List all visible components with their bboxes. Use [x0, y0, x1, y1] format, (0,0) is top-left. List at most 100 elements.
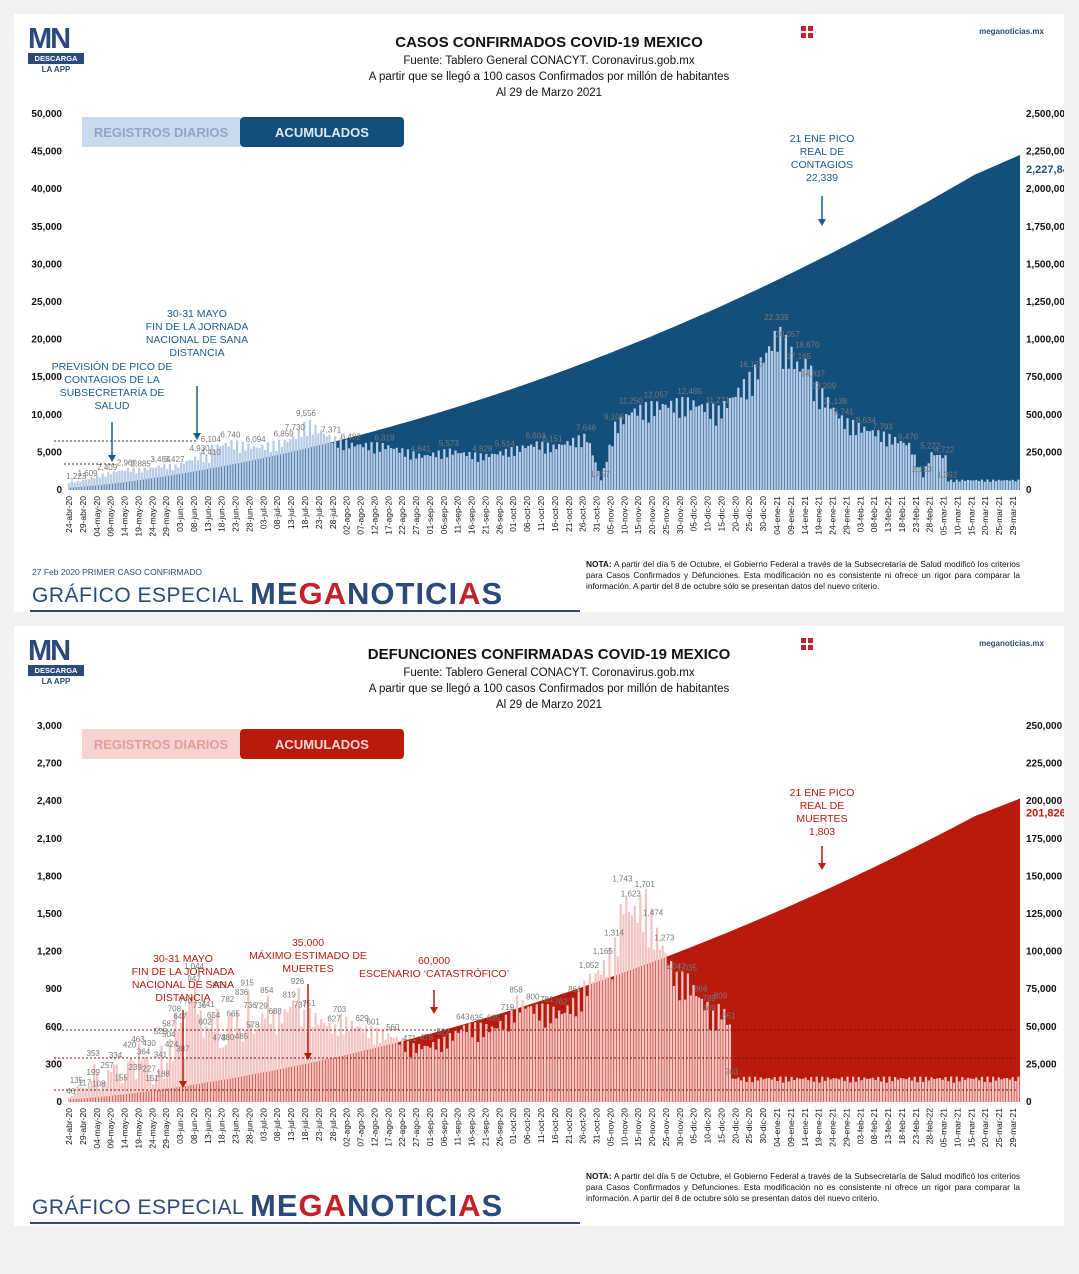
daily-bar	[532, 1013, 536, 1102]
daily-bar	[597, 471, 600, 490]
daily-bar	[129, 1058, 132, 1102]
daily-bar	[485, 1024, 488, 1102]
daily-bar	[406, 449, 410, 490]
daily-value-label: 16,120	[739, 360, 764, 369]
daily-bar	[728, 1024, 732, 1102]
daily-bar	[860, 1080, 863, 1102]
daily-value-label: 6,094	[246, 435, 267, 444]
daily-bar	[821, 388, 824, 490]
x-tick-label: 11-oct-20	[536, 496, 546, 532]
daily-bar	[504, 1014, 508, 1102]
daily-bar	[93, 478, 96, 490]
daily-bar	[689, 995, 692, 1102]
daily-bar	[583, 980, 586, 1102]
daily-bar	[322, 433, 326, 490]
daily-bar	[384, 1039, 387, 1102]
daily-bar	[110, 474, 113, 490]
daily-bar	[448, 448, 452, 490]
toggle-cumulative-button[interactable]: ACUMULADOS	[240, 729, 404, 759]
daily-value-label: 895	[213, 981, 227, 990]
x-tick-label: 03-jun-20	[175, 1108, 185, 1144]
daily-bar	[297, 988, 300, 1102]
daily-bar	[490, 1026, 494, 1102]
daily-bar	[723, 1009, 726, 1102]
daily-bar	[577, 989, 580, 1102]
daily-bar	[894, 437, 897, 490]
daily-bar	[524, 1008, 527, 1102]
chart-source: Fuente: Tablero General CONACYT. Coronav…	[403, 55, 695, 67]
daily-bar	[353, 1028, 356, 1102]
daily-bar	[927, 1080, 930, 1102]
annotation-text: 22,339	[806, 172, 838, 184]
site-url[interactable]: meganoticias.mx	[979, 639, 1044, 648]
site-url[interactable]: meganoticias.mx	[979, 27, 1044, 36]
daily-value-label: 836	[235, 988, 249, 997]
daily-bar	[224, 443, 228, 490]
daily-bar	[980, 1076, 984, 1102]
daily-bar	[255, 1028, 258, 1102]
daily-bar	[989, 481, 992, 490]
toggle-daily-button[interactable]: REGISTROS DIARIOS	[82, 729, 240, 759]
annotation-text: 1,803	[809, 826, 835, 838]
x-tick-label: 16-sep-20	[467, 1108, 477, 1147]
daily-bar	[320, 1019, 323, 1102]
daily-bar	[916, 467, 919, 490]
daily-bar	[681, 396, 684, 490]
daily-bar	[286, 442, 289, 490]
daily-bar	[1017, 1076, 1020, 1102]
daily-bar	[964, 480, 967, 490]
daily-bar	[700, 998, 704, 1102]
daily-bar	[227, 1017, 230, 1102]
daily-bar	[532, 447, 536, 490]
daily-bar	[600, 974, 603, 1102]
daily-bar	[969, 480, 972, 490]
daily-bar	[530, 1006, 533, 1102]
daily-bar	[857, 1076, 860, 1102]
daily-bar	[359, 1026, 362, 1102]
annotation-arrow-head	[193, 433, 201, 440]
toggle-cumulative-button[interactable]: ACUMULADOS	[240, 117, 404, 147]
y-right-tick-label: 0	[1026, 1097, 1032, 1108]
daily-bar	[1003, 480, 1006, 490]
daily-bar	[790, 346, 793, 490]
daily-bar	[250, 448, 253, 490]
daily-bar	[359, 444, 362, 490]
daily-bars	[68, 326, 1020, 490]
x-tick-label: 25-mar-21	[994, 1108, 1004, 1147]
daily-bar	[703, 1010, 706, 1102]
daily-value-label: 635	[487, 1013, 501, 1022]
daily-bar	[502, 1029, 505, 1102]
daily-bar	[658, 950, 662, 1102]
daily-bar	[236, 1011, 239, 1102]
daily-bar	[824, 1080, 827, 1102]
daily-bar	[936, 1078, 939, 1102]
daily-bar	[586, 442, 589, 490]
x-tick-label: 02-ago-20	[342, 496, 352, 535]
daily-bar	[829, 408, 832, 490]
y-right-tick-label: 150,000	[1026, 871, 1063, 882]
daily-bar	[754, 364, 757, 490]
toggle-daily-button[interactable]: REGISTROS DIARIOS	[82, 117, 240, 147]
daily-bar	[614, 937, 617, 1102]
x-tick-label: 01-sep-20	[425, 1108, 435, 1147]
daily-value-label: 602	[199, 1018, 213, 1027]
daily-bar	[866, 430, 869, 490]
x-tick-label: 29-abr-20	[78, 1108, 88, 1145]
app-logo[interactable]: MN DESCARGA LA APP	[28, 25, 84, 74]
footer-especial: GRÁFICO ESPECIAL	[32, 584, 245, 607]
x-tick-label: 01-oct-20	[508, 496, 518, 532]
daily-bar	[437, 450, 440, 490]
daily-bar	[975, 479, 978, 490]
daily-bar	[740, 1080, 743, 1102]
daily-bar	[345, 1016, 348, 1102]
daily-bar	[986, 1076, 989, 1102]
daily-bar	[90, 1081, 93, 1102]
app-logo[interactable]: MN DESCARGA LA APP	[28, 637, 84, 686]
daily-bar	[625, 414, 628, 490]
y-right-tick-label: 2,000,000	[1026, 184, 1064, 195]
daily-value-label: 708	[168, 1004, 182, 1013]
daily-bar	[787, 1081, 790, 1102]
x-tick-label: 20-nov-20	[647, 1108, 657, 1147]
x-tick-label: 04-ene-21	[772, 496, 782, 535]
